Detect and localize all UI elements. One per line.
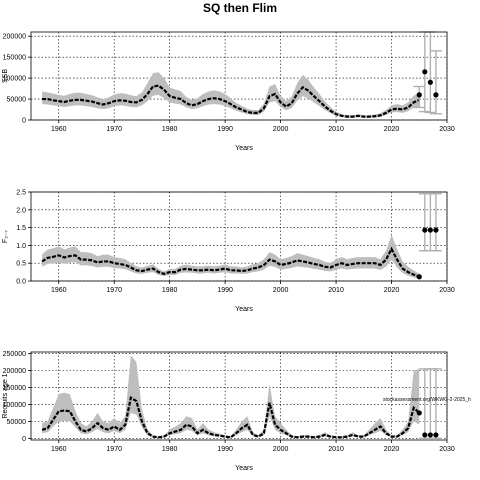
ssb-x-axis-label: Years: [235, 145, 253, 152]
x-tick-label: 2030: [439, 126, 455, 133]
x-tick-label: 1960: [51, 446, 67, 453]
x-tick-label: 2010: [328, 126, 344, 133]
x-tick-label: 1980: [162, 446, 178, 453]
x-tick-label: 1970: [106, 287, 122, 294]
y-tick-label: 200000: [3, 368, 26, 375]
recruits-confidence-band: [42, 355, 420, 438]
stock-annotation: stockassessment.org/WKWG-2-2025_h: [383, 397, 471, 403]
y-tick-label: 150000: [3, 55, 26, 62]
projection-point: [416, 274, 422, 280]
y-tick-label: 0.5: [16, 261, 26, 268]
ssb-confidence-band: [42, 72, 420, 118]
x-tick-label: 2020: [384, 287, 400, 294]
x-tick-label: 1960: [51, 126, 67, 133]
projection-point: [427, 432, 433, 438]
plot-frame: [30, 31, 448, 121]
x-tick-label: 1990: [217, 446, 233, 453]
recruitment-panel: 1960 1970 1980 1990 2000 2010 2020 2030 0 50000 10…: [2, 351, 471, 472]
x-tick-label: 2020: [384, 126, 400, 133]
x-tick-label: 1990: [217, 126, 233, 133]
x-tick-label: 1970: [106, 126, 122, 133]
x-tick-label: 2000: [273, 126, 289, 133]
f-confidence-band: [42, 234, 420, 279]
x-tick-label: 2000: [273, 446, 289, 453]
y-tick-label: 0.0: [16, 279, 26, 286]
projection-point: [427, 227, 433, 233]
x-tick-label: 1970: [106, 446, 122, 453]
plot-frame: [30, 351, 448, 441]
y-tick-label: 50000: [7, 97, 27, 104]
f-x-axis-label: Years: [235, 306, 253, 313]
y-tick-label: 2.0: [16, 207, 26, 214]
projection-point: [433, 227, 439, 233]
recruits-median-line: [41, 395, 421, 439]
plot-frame: [30, 191, 448, 282]
y-tick-label: 1.0: [16, 243, 26, 250]
y-tick-label: 50000: [7, 419, 27, 426]
recruits-x-axis-label: Years: [235, 465, 253, 472]
x-tick-label: 1960: [51, 287, 67, 294]
y-tick-label: 200000: [3, 34, 26, 41]
ssb-y-axis-label: SSB: [2, 69, 9, 83]
figure-title: SQ then Flim: [203, 1, 277, 15]
projection-point: [422, 432, 428, 438]
f-median-line: [41, 246, 420, 278]
projection-point: [433, 92, 439, 98]
x-tick-label: 2020: [384, 446, 400, 453]
projection-point: [433, 432, 439, 438]
y-tick-label: 250000: [3, 351, 26, 358]
y-tick-label: 100000: [3, 76, 26, 83]
x-tick-label: 2010: [328, 287, 344, 294]
projection-point: [422, 69, 428, 75]
projection-point: [416, 92, 422, 98]
y-tick-label: 150000: [3, 385, 26, 392]
x-tick-label: 1980: [162, 126, 178, 133]
y-tick-label: 100000: [3, 402, 26, 409]
recruits-y-axis-label: Recruits age 1: [2, 373, 9, 418]
y-tick-label: 2.5: [16, 190, 26, 197]
projection-point: [422, 227, 428, 233]
x-tick-label: 1990: [217, 287, 233, 294]
projection-point: [427, 79, 433, 85]
x-tick-label: 1980: [162, 287, 178, 294]
f-y-axis-label: F₂₋₇: [2, 229, 9, 243]
y-tick-label: 0: [22, 118, 26, 125]
x-tick-label: 2010: [328, 446, 344, 453]
fishing-mortality-panel: 1960 1970 1980 1990 2000 2010 2020 2030 0.0 0.5 1.…: [2, 190, 455, 314]
projection-point: [416, 410, 422, 416]
x-tick-label: 2030: [439, 446, 455, 453]
y-tick-label: 0: [22, 436, 26, 443]
ssb-panel: 1960 1970 1980 1990 2000 2010 2020 2030 0 50000 10…: [2, 31, 455, 152]
y-tick-label: 1.5: [16, 225, 26, 232]
ssb-median-line: [42, 84, 420, 118]
x-tick-label: 2000: [273, 287, 289, 294]
x-tick-label: 2030: [439, 287, 455, 294]
